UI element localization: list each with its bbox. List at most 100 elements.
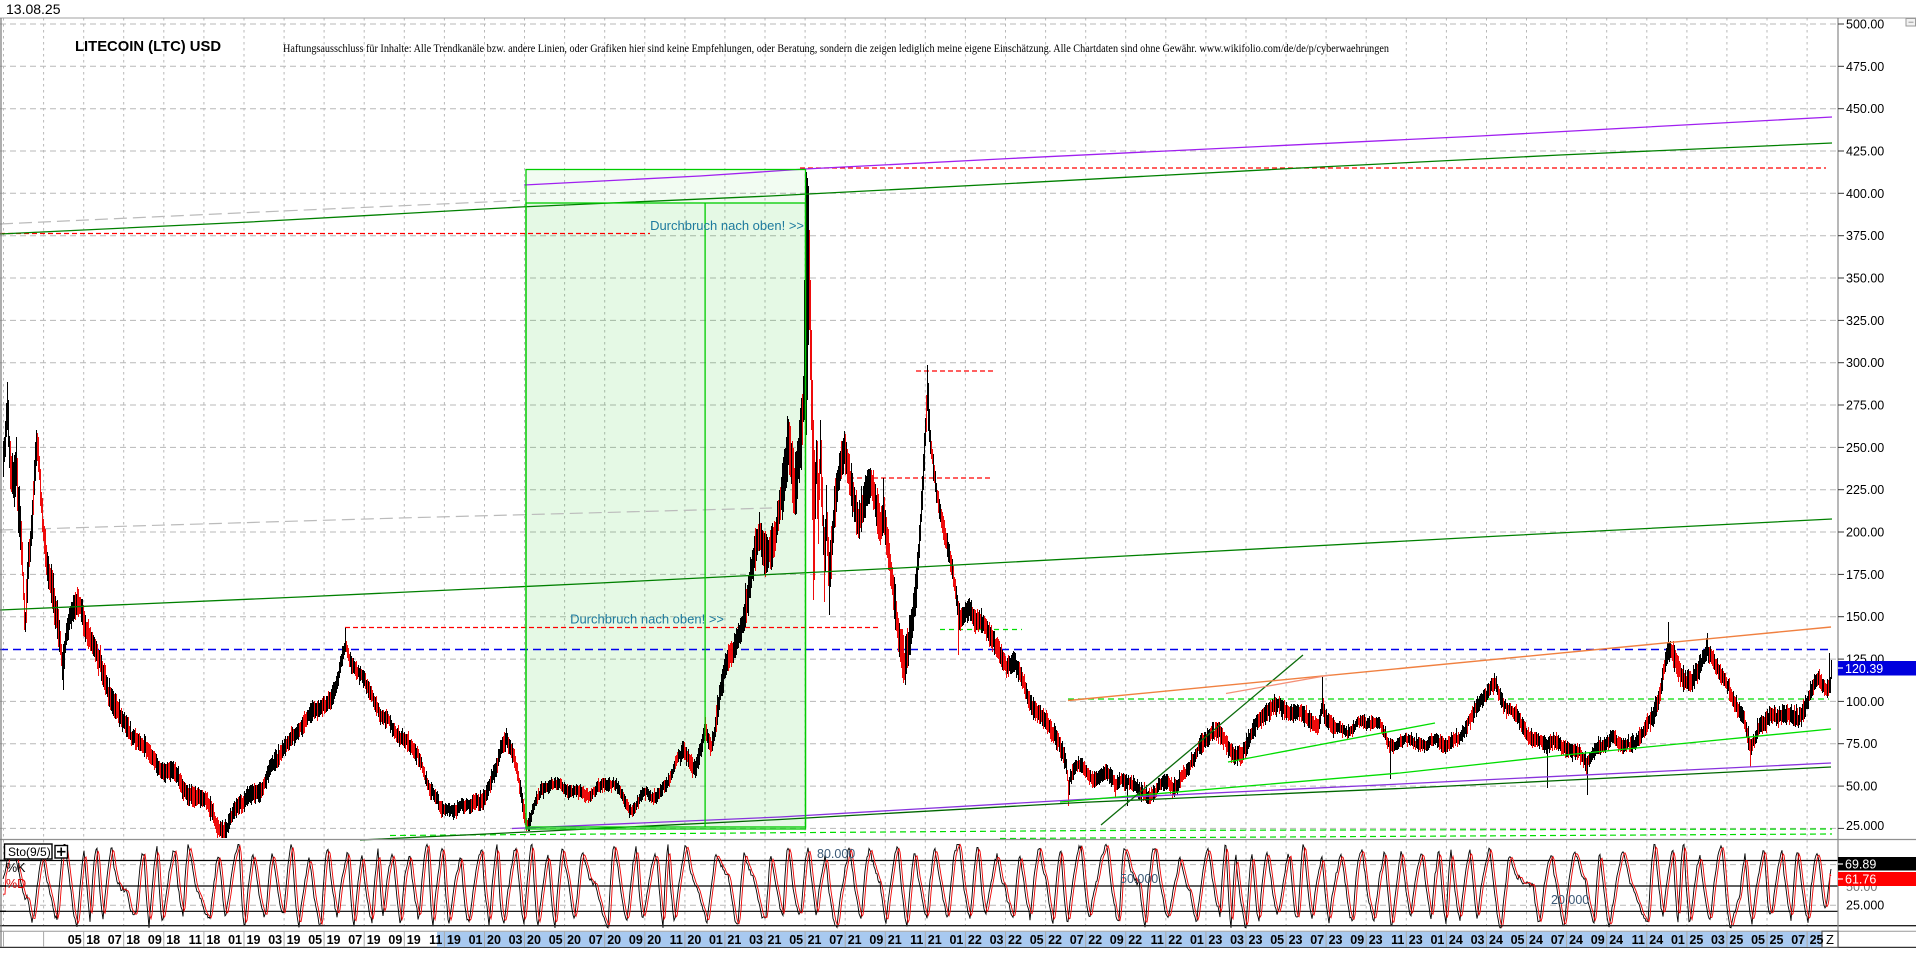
svg-text:18: 18 bbox=[126, 933, 140, 947]
svg-text:21: 21 bbox=[928, 933, 942, 947]
svg-text:%D: %D bbox=[6, 877, 26, 891]
svg-text:24: 24 bbox=[1449, 933, 1463, 947]
svg-text:21: 21 bbox=[727, 933, 741, 947]
svg-text:09: 09 bbox=[1110, 933, 1124, 947]
svg-text:20: 20 bbox=[647, 933, 661, 947]
svg-text:475.00: 475.00 bbox=[1846, 60, 1884, 74]
svg-text:175.00: 175.00 bbox=[1846, 568, 1884, 582]
svg-text:225.00: 225.00 bbox=[1846, 483, 1884, 497]
svg-text:01: 01 bbox=[1671, 933, 1685, 947]
svg-text:25: 25 bbox=[1689, 933, 1703, 947]
svg-text:25.000: 25.000 bbox=[1846, 819, 1884, 833]
svg-text:07: 07 bbox=[829, 933, 843, 947]
svg-text:150.00: 150.00 bbox=[1846, 610, 1884, 624]
svg-text:18: 18 bbox=[206, 933, 220, 947]
svg-text:22: 22 bbox=[1128, 933, 1142, 947]
svg-text:25: 25 bbox=[1729, 933, 1743, 947]
svg-text:22: 22 bbox=[968, 933, 982, 947]
svg-text:19: 19 bbox=[247, 933, 261, 947]
svg-text:20: 20 bbox=[687, 933, 701, 947]
svg-text:18: 18 bbox=[166, 933, 180, 947]
svg-text:05: 05 bbox=[1751, 933, 1765, 947]
svg-text:05: 05 bbox=[549, 933, 563, 947]
svg-text:01: 01 bbox=[1190, 933, 1204, 947]
svg-text:19: 19 bbox=[327, 933, 341, 947]
svg-text:07: 07 bbox=[348, 933, 362, 947]
svg-text:22: 22 bbox=[1168, 933, 1182, 947]
svg-text:80.000: 80.000 bbox=[817, 847, 855, 861]
svg-text:07: 07 bbox=[1310, 933, 1324, 947]
svg-text:25: 25 bbox=[1770, 933, 1784, 947]
svg-text:03: 03 bbox=[268, 933, 282, 947]
svg-text:23: 23 bbox=[1369, 933, 1383, 947]
svg-text:120.39: 120.39 bbox=[1845, 662, 1883, 676]
svg-text:03: 03 bbox=[1230, 933, 1244, 947]
svg-text:22: 22 bbox=[1048, 933, 1062, 947]
svg-text:01: 01 bbox=[469, 933, 483, 947]
svg-text:01: 01 bbox=[709, 933, 723, 947]
svg-text:275.00: 275.00 bbox=[1846, 399, 1884, 413]
svg-text:21: 21 bbox=[808, 933, 822, 947]
svg-text:250.00: 250.00 bbox=[1846, 441, 1884, 455]
svg-text:03: 03 bbox=[1471, 933, 1485, 947]
svg-text:25: 25 bbox=[1810, 933, 1824, 947]
svg-text:375.00: 375.00 bbox=[1846, 229, 1884, 243]
svg-text:20: 20 bbox=[527, 933, 541, 947]
svg-text:07: 07 bbox=[1791, 933, 1805, 947]
svg-text:11: 11 bbox=[1151, 933, 1164, 947]
svg-text:03: 03 bbox=[990, 933, 1004, 947]
svg-text:07: 07 bbox=[589, 933, 603, 947]
svg-text:23: 23 bbox=[1208, 933, 1222, 947]
svg-text:350.00: 350.00 bbox=[1846, 272, 1884, 286]
svg-text:325.00: 325.00 bbox=[1846, 314, 1884, 328]
svg-text:19: 19 bbox=[367, 933, 381, 947]
svg-text:20.000: 20.000 bbox=[1551, 893, 1589, 907]
svg-text:11: 11 bbox=[670, 933, 683, 947]
svg-text:21: 21 bbox=[888, 933, 902, 947]
svg-text:50.00: 50.00 bbox=[1846, 780, 1877, 794]
svg-text:11: 11 bbox=[429, 933, 442, 947]
svg-text:24: 24 bbox=[1529, 933, 1543, 947]
svg-text:24: 24 bbox=[1609, 933, 1623, 947]
svg-text:24: 24 bbox=[1569, 933, 1583, 947]
svg-text:LITECOIN (LTC) USD: LITECOIN (LTC) USD bbox=[75, 39, 221, 55]
svg-text:05: 05 bbox=[68, 933, 82, 947]
svg-text:07: 07 bbox=[1070, 933, 1084, 947]
svg-text:Sto(9/5): Sto(9/5) bbox=[8, 845, 51, 859]
svg-text:24: 24 bbox=[1489, 933, 1503, 947]
svg-text:20: 20 bbox=[487, 933, 501, 947]
svg-text:20: 20 bbox=[567, 933, 581, 947]
svg-text:22: 22 bbox=[1088, 933, 1102, 947]
svg-text:11: 11 bbox=[1632, 933, 1645, 947]
svg-text:09: 09 bbox=[148, 933, 162, 947]
svg-text:05: 05 bbox=[1270, 933, 1284, 947]
svg-text:21: 21 bbox=[848, 933, 862, 947]
svg-text:20: 20 bbox=[607, 933, 621, 947]
svg-text:07: 07 bbox=[1551, 933, 1565, 947]
svg-text:Haftungsausschluss für Inhalte: Haftungsausschluss für Inhalte: Alle Tre… bbox=[283, 43, 1389, 55]
svg-text:300.00: 300.00 bbox=[1846, 356, 1884, 370]
svg-text:61.76: 61.76 bbox=[1845, 873, 1876, 887]
svg-text:01: 01 bbox=[228, 933, 242, 947]
svg-text:09: 09 bbox=[1350, 933, 1364, 947]
svg-text:23: 23 bbox=[1409, 933, 1423, 947]
svg-text:Durchbruch nach oben! >>: Durchbruch nach oben! >> bbox=[650, 218, 804, 233]
svg-text:Durchbruch nach oben! >>: Durchbruch nach oben! >> bbox=[570, 612, 724, 627]
svg-text:23: 23 bbox=[1289, 933, 1303, 947]
svg-text:500.00: 500.00 bbox=[1846, 18, 1884, 32]
svg-text:25.000: 25.000 bbox=[1846, 899, 1884, 913]
svg-text:03: 03 bbox=[1711, 933, 1725, 947]
svg-text:%K: %K bbox=[6, 861, 26, 875]
svg-text:23: 23 bbox=[1249, 933, 1263, 947]
svg-text:Z: Z bbox=[1826, 932, 1834, 947]
svg-text:69.89: 69.89 bbox=[1845, 858, 1876, 872]
svg-text:09: 09 bbox=[1591, 933, 1605, 947]
svg-text:01: 01 bbox=[1430, 933, 1444, 947]
svg-text:01: 01 bbox=[949, 933, 963, 947]
svg-text:19: 19 bbox=[447, 933, 461, 947]
svg-text:09: 09 bbox=[869, 933, 883, 947]
svg-text:05: 05 bbox=[1511, 933, 1525, 947]
svg-text:100.00: 100.00 bbox=[1846, 695, 1884, 709]
svg-text:24: 24 bbox=[1649, 933, 1663, 947]
svg-text:05: 05 bbox=[1030, 933, 1044, 947]
